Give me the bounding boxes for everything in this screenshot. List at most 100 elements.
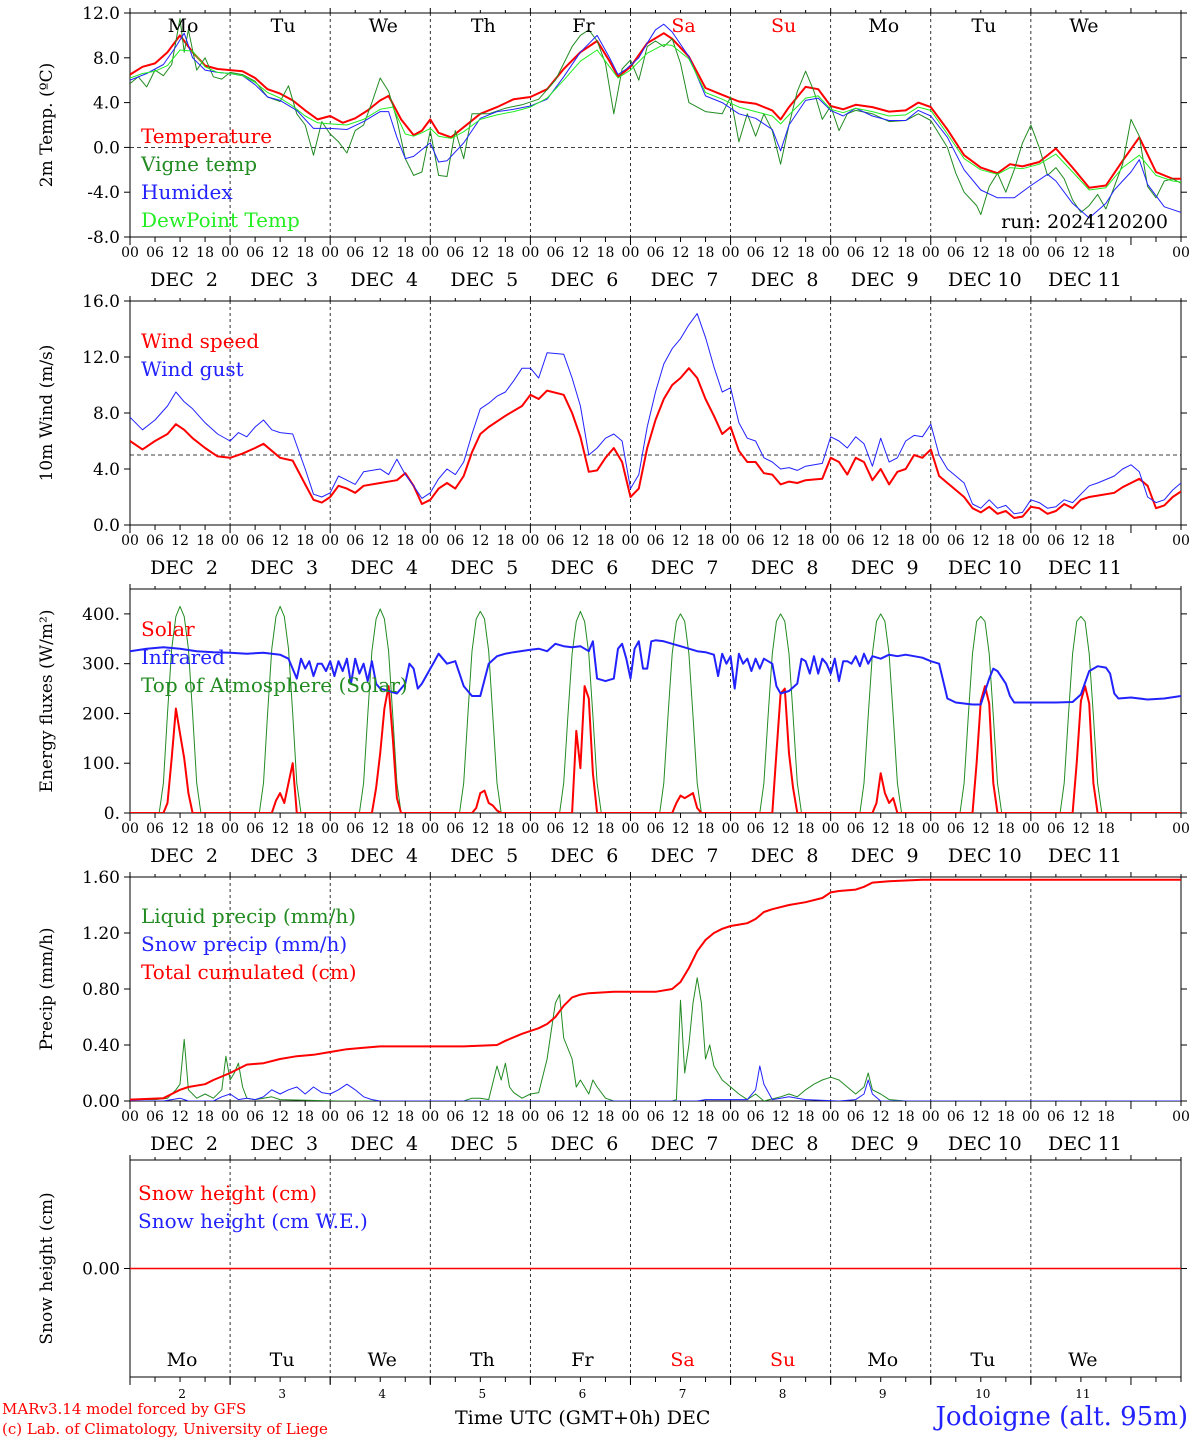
hour-tick-label: 00 (421, 821, 439, 837)
hour-tick-label: 06 (647, 1109, 665, 1125)
hour-tick-label: 18 (597, 245, 615, 261)
hour-tick-label: 00 (622, 1109, 640, 1125)
hour-tick-label: 12 (1072, 245, 1090, 261)
hour-tick-label: 12 (972, 1109, 990, 1125)
hour-tick-label: 00 (221, 533, 239, 549)
day-label: DEC 4 (350, 1133, 418, 1155)
hour-tick-label: 18 (897, 1109, 915, 1125)
hour-tick-label: 00 (822, 1109, 840, 1125)
day-label: DEC 7 (651, 845, 719, 867)
weekday-label: Mo (168, 15, 199, 37)
hour-tick-label: 12 (371, 821, 389, 837)
hour-tick-label: 18 (1097, 533, 1115, 549)
hour-tick-label: 00 (121, 533, 139, 549)
day-number-label: 10 (975, 1387, 990, 1401)
y-axis-label: Snow height (cm) (37, 1192, 57, 1344)
hour-tick-label: 06 (346, 821, 364, 837)
hour-tick-label: 12 (972, 533, 990, 549)
day-label: DEC 4 (350, 557, 418, 579)
hour-tick-label: 00 (622, 821, 640, 837)
hour-tick-label: 06 (246, 821, 264, 837)
day-label: DEC 5 (450, 269, 518, 291)
hour-tick-label: 00 (622, 245, 640, 261)
hour-tick-label: 18 (396, 245, 414, 261)
y-tick-label: -4.0 (87, 183, 120, 203)
hour-tick-label: 00 (822, 821, 840, 837)
panel-temp (124, 8, 1187, 245)
lab-credit: (c) Lab. of Climatology, University of L… (2, 1420, 328, 1438)
y-tick-label: 400. (82, 605, 120, 625)
hour-tick-label: 18 (196, 533, 214, 549)
hour-tick-label: 00 (1022, 1109, 1040, 1125)
day-number-label: 3 (278, 1387, 286, 1401)
day-label: DEC 10 (948, 1133, 1022, 1155)
hour-tick-label: 12 (972, 245, 990, 261)
hour-tick-label: 06 (346, 1109, 364, 1125)
y-tick-label: 16.0 (82, 292, 120, 312)
y-tick-label: 8.0 (93, 404, 120, 424)
hour-tick-label: 06 (146, 1109, 164, 1125)
hour-tick-label: 06 (446, 1109, 464, 1125)
hour-tick-label: 00 (521, 821, 539, 837)
day-label: DEC 7 (651, 557, 719, 579)
y-tick-label: 100. (82, 754, 120, 774)
hour-tick-label: 18 (597, 1109, 615, 1125)
day-label: DEC 5 (450, 845, 518, 867)
y-tick-label: 0.40 (82, 1036, 120, 1056)
panel-snow (124, 1155, 1187, 1385)
weekday-label: Tu (970, 1349, 995, 1371)
weekday-label: Tu (271, 15, 296, 37)
series-line-liquid-precip-mm-h- (130, 977, 1181, 1101)
panel-frame (129, 588, 1182, 814)
series-line-solar (130, 685, 1181, 813)
y-axis-label: 10m Wind (m/s) (37, 345, 57, 482)
hour-tick-label: 18 (797, 1109, 815, 1125)
hour-tick-label: 00 (1022, 245, 1040, 261)
hour-tick-label: 06 (546, 245, 564, 261)
hour-tick-label: 00 (121, 821, 139, 837)
hour-tick-label: 18 (697, 1109, 715, 1125)
hour-tick-label: 12 (572, 245, 590, 261)
station-label: Jodoigne (alt. 95m) (935, 1402, 1188, 1432)
hour-tick-label: 12 (471, 533, 489, 549)
hour-tick-label: 06 (146, 821, 164, 837)
hour-tick-label: 18 (997, 821, 1015, 837)
series-line-temperature (130, 32, 1181, 189)
series-line-snow-precip-mm-h- (130, 1065, 1181, 1101)
hour-tick-label: 12 (772, 1109, 790, 1125)
day-number-label: 4 (378, 1387, 386, 1401)
hour-tick-label: 06 (246, 1109, 264, 1125)
hour-tick-label: 12 (371, 245, 389, 261)
day-label: DEC 2 (150, 845, 218, 867)
day-label: DEC 6 (551, 1133, 619, 1155)
day-label: DEC 7 (651, 269, 719, 291)
day-label: DEC 6 (551, 557, 619, 579)
hour-tick-label: 00 (421, 245, 439, 261)
legend-entry: Total cumulated (cm) (141, 960, 357, 984)
weekday-label: Mo (868, 15, 899, 37)
hour-tick-label: 12 (271, 821, 289, 837)
hour-tick-label: 18 (296, 821, 314, 837)
hour-tick-label: 00 (922, 821, 940, 837)
day-label: DEC 10 (948, 845, 1022, 867)
hour-tick-label: 06 (847, 533, 865, 549)
hour-tick-label: 00 (221, 245, 239, 261)
hour-tick-label: 06 (446, 245, 464, 261)
hour-tick-label: 00 (421, 533, 439, 549)
y-tick-label: 8.0 (93, 49, 120, 69)
legend-entry: Humidex (141, 180, 233, 204)
hour-tick-label: 00 (1172, 821, 1190, 837)
y-tick-label: 300. (82, 655, 120, 675)
day-label: DEC 9 (851, 557, 919, 579)
weekday-label: Fr (572, 15, 595, 37)
day-label: DEC 9 (851, 269, 919, 291)
hour-tick-label: 06 (246, 533, 264, 549)
hour-tick-label: 12 (471, 245, 489, 261)
panel-frame (129, 12, 1182, 238)
hour-tick-label: 18 (396, 821, 414, 837)
hour-tick-label: 06 (246, 245, 264, 261)
weekday-label: Su (771, 15, 796, 37)
hour-tick-label: 18 (997, 533, 1015, 549)
hour-tick-label: 06 (446, 821, 464, 837)
hour-tick-label: 06 (947, 821, 965, 837)
